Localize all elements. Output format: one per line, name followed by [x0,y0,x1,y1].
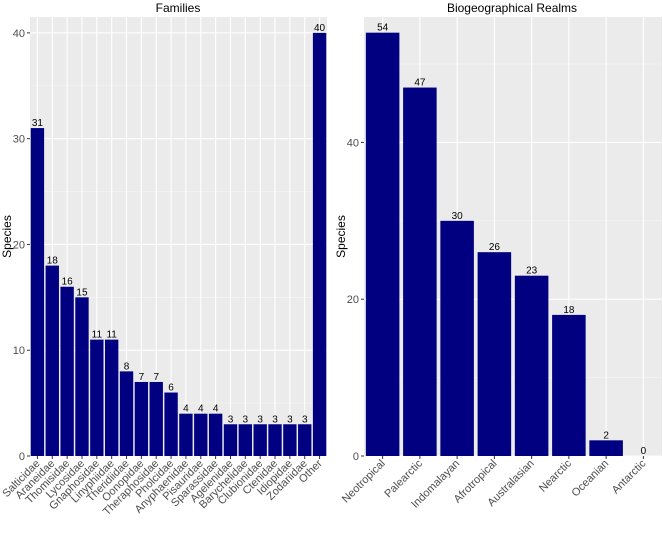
realms-y-tick-label-40: 40 [347,137,359,149]
families-data-label-pisauridae: 4 [198,404,204,415]
families-chart-title: Families [156,1,201,15]
realms-x-tick-label-oceanian: Oceanian [569,458,611,500]
families-data-label-oonopidae: 7 [139,372,145,383]
realms-bar-palearctic [403,87,437,456]
families-data-label-clubionidae: 3 [257,414,263,425]
families-bar-clubionidae [253,424,267,456]
realms-data-label-nearctic: 18 [563,305,575,316]
families-y-tick-label-20: 20 [13,239,25,251]
families-bar-anyphaenidae [179,413,193,456]
realms-data-label-antarctic: 0 [641,446,647,457]
realms-bar-afrotropical [477,252,512,456]
realms-data-label-indomalayan: 30 [452,211,464,222]
families-data-label-thomisidae: 16 [62,277,74,288]
families-data-label-linyphiidae: 11 [106,330,117,341]
families-bar-gnaphosidae [90,339,104,456]
families-data-label-lycosidae: 15 [76,287,88,298]
families-data-label-salticidae: 31 [32,118,44,129]
families-bar-zodariidae [298,424,312,456]
realms-data-label-oceanian: 2 [603,430,609,441]
families-bar-theridiidae [119,371,134,456]
families-data-label-idiopidae: 3 [287,414,293,425]
realms-x-tick-label-antarctic: Antarctic [610,457,649,496]
families-bar-salticidae [30,128,45,456]
families-data-label-other: 40 [314,23,326,34]
families-bar-idiopidae [283,424,297,456]
families-bar-oonopidae [134,381,149,456]
realms-x-tick-label-neotropical: Neotropical [340,458,388,506]
families-bar-ctenidae [268,424,282,456]
families-bar-other [312,32,327,457]
realms-chart: 0204054Neotropical47Palearctic30Indomala… [334,1,662,511]
families-y-tick-label-30: 30 [13,134,25,146]
families-bar-pisauridae [194,413,208,456]
families-y-axis-label: Species [0,215,14,258]
realms-bar-australasian [514,275,549,456]
realms-bar-oceanian [589,440,623,456]
realms-chart-title: Biogeographical Realms [447,1,577,15]
realms-bar-indomalayan [440,220,474,456]
families-bar-theraphosidae [149,381,163,456]
families-bar-lycosidae [75,297,89,456]
families-bar-linyphiidae [104,339,119,456]
families-data-label-barychelidae: 3 [243,414,249,425]
families-data-label-gnaphosidae: 11 [92,330,103,341]
families-bar-barychelidae [238,424,253,456]
realms-data-label-afrotropical: 26 [489,242,501,253]
families-data-label-araneidae: 18 [47,256,59,267]
families-chart: 01020304031Salticidae18Araneidae16Thomis… [0,1,327,518]
realms-data-label-australasian: 23 [526,266,538,277]
realms-y-tick-label-20: 20 [347,294,359,306]
families-bar-araneidae [45,265,59,456]
families-bar-thomisidae [60,286,74,456]
families-y-tick-label-10: 10 [13,345,25,357]
realms-data-label-neotropical: 54 [377,23,389,34]
families-data-label-agelenidae: 3 [228,414,234,425]
families-y-tick-label-0: 0 [19,451,25,463]
families-panel-background [30,17,327,456]
families-data-label-ctenidae: 3 [272,414,278,425]
realms-y-axis-label: Species [334,215,348,258]
families-bar-pholcidae [164,392,178,456]
realms-x-tick-label-nearctic: Nearctic [537,457,574,494]
realms-bar-nearctic [552,314,586,456]
families-y-tick-label-40: 40 [13,28,25,40]
families-data-label-anyphaenidae: 4 [183,404,189,415]
realms-bar-neotropical [365,32,400,457]
realms-y-tick-label-0: 0 [353,451,359,463]
families-data-label-theridiidae: 8 [124,361,130,372]
families-bar-agelenidae [223,424,238,456]
families-data-label-theraphosidae: 7 [153,372,159,383]
families-data-label-pholcidae: 6 [168,383,174,394]
families-bar-sparassidae [208,413,223,456]
realms-data-label-palearctic: 47 [414,78,426,89]
families-data-label-zodariidae: 3 [302,414,308,425]
families-data-label-sparassidae: 4 [213,404,219,415]
